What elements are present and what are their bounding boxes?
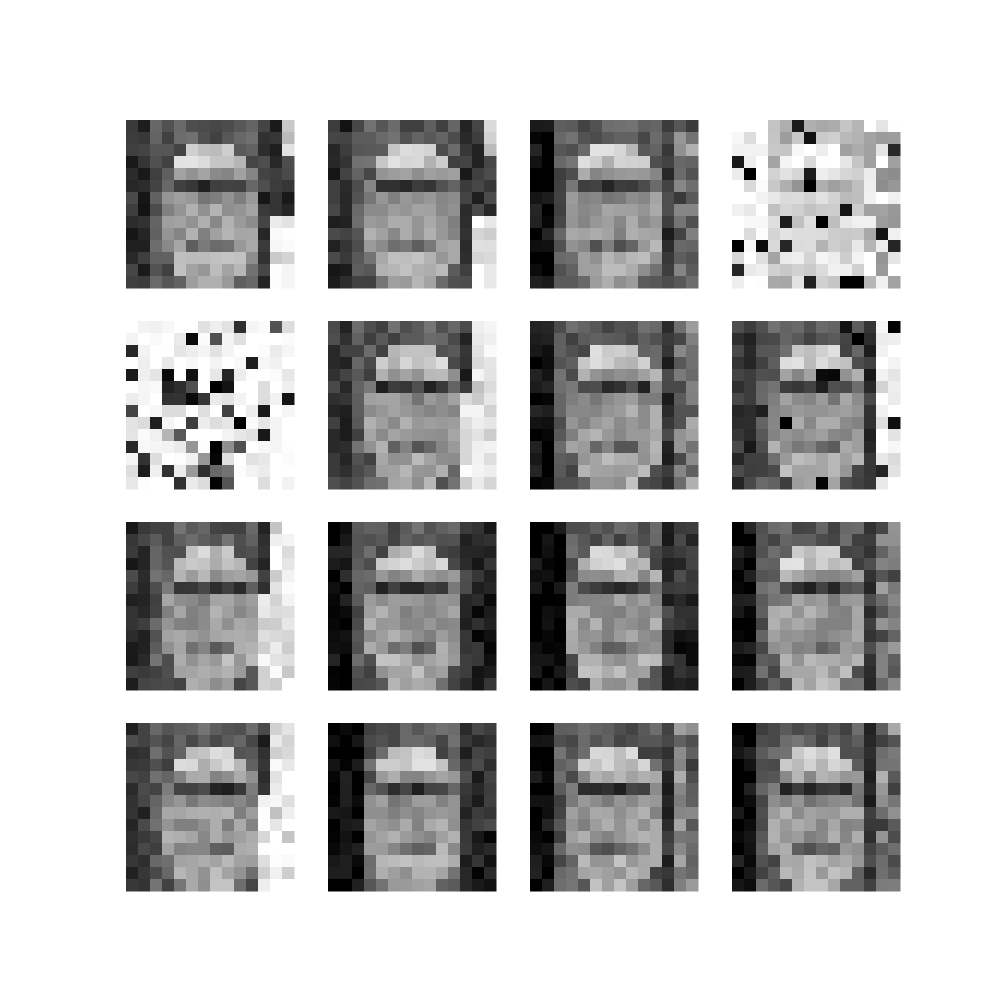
face-image-tile	[126, 120, 295, 289]
face-image-tile	[530, 321, 699, 490]
face-image-tile	[328, 723, 497, 892]
face-image-tile	[732, 321, 901, 490]
face-image-tile	[328, 120, 497, 289]
face-image-tile	[126, 522, 295, 691]
face-image-tile	[126, 321, 295, 490]
face-image-tile	[328, 522, 497, 691]
face-image-tile	[530, 120, 699, 289]
face-image-tile	[530, 723, 699, 892]
face-image-tile	[530, 522, 699, 691]
face-image-tile	[732, 522, 901, 691]
face-image-tile	[732, 723, 901, 892]
face-image-tile	[732, 120, 901, 289]
face-image-tile	[126, 723, 295, 892]
face-image-tile	[328, 321, 497, 490]
